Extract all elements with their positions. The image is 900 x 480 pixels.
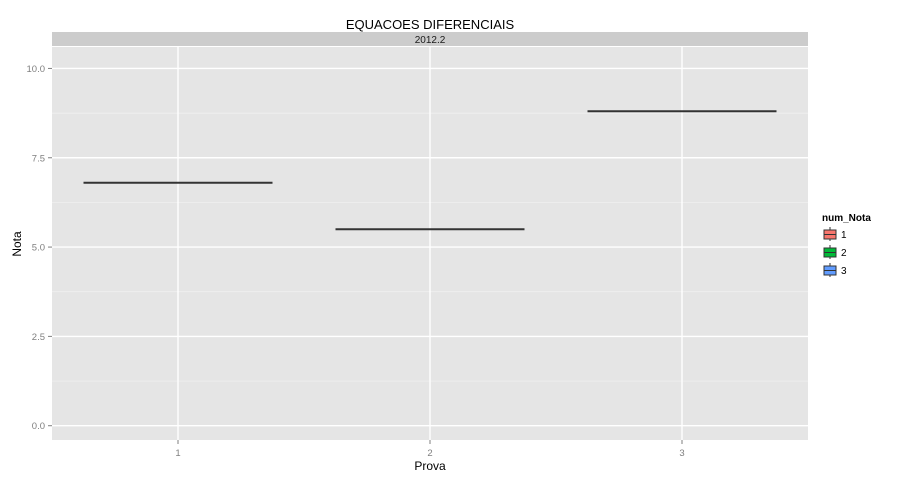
legend-title: num_Nota <box>822 213 871 224</box>
legend-label-2: 2 <box>841 248 847 259</box>
y-tick-label: 10.0 <box>27 64 46 75</box>
y-tick-label: 2.5 <box>32 332 45 343</box>
x-tick-label: 2 <box>427 448 432 459</box>
x-axis: 1 2 3 <box>175 440 685 459</box>
x-tick-label: 3 <box>679 448 684 459</box>
facet-label: 2012.2 <box>415 35 446 46</box>
facet-strip <box>52 32 808 46</box>
x-axis-title: Prova <box>414 459 446 473</box>
legend: num_Nota 1 2 3 <box>822 213 871 277</box>
legend-label-3: 3 <box>841 266 847 277</box>
x-tick-label: 1 <box>175 448 180 459</box>
y-tick-label: 7.5 <box>32 153 45 164</box>
grid-major <box>52 47 808 440</box>
y-tick-label: 5.0 <box>32 243 45 254</box>
legend-label-1: 1 <box>841 230 847 241</box>
y-tick-label: 0.0 <box>32 421 45 432</box>
chart-title: EQUACOES DIFERENCIAIS <box>346 17 515 32</box>
y-axis-title: Nota <box>10 231 24 257</box>
boxes <box>83 110 777 231</box>
y-axis: 0.0 2.5 5.0 7.5 10.0 <box>27 64 52 432</box>
